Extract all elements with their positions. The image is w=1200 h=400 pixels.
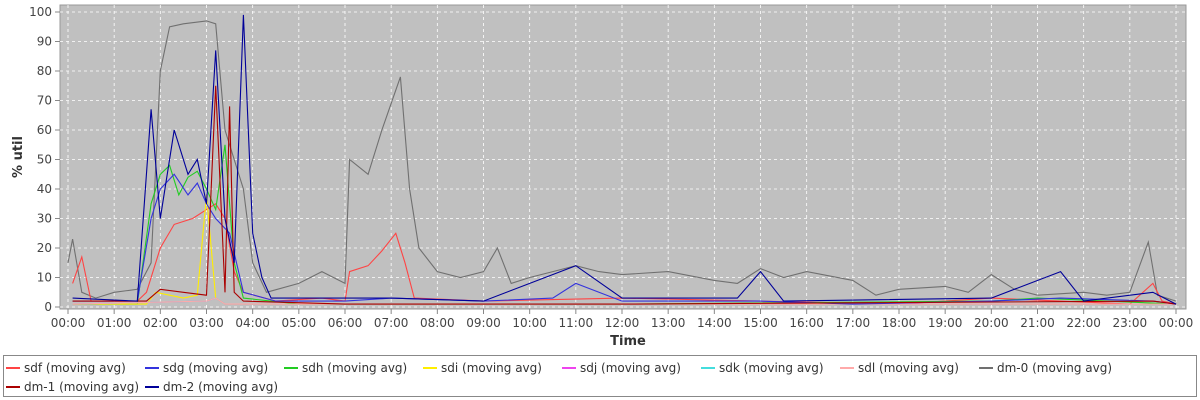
y-tick-label: 0 xyxy=(44,300,52,314)
legend-item: sdj (moving avg) xyxy=(562,358,701,377)
x-tick-label: 04:00 xyxy=(235,316,270,330)
x-tick-label: 01:00 xyxy=(97,316,132,330)
legend-label: sdj (moving avg) xyxy=(580,360,681,375)
legend-swatch xyxy=(423,366,437,369)
y-tick-label: 20 xyxy=(37,241,52,255)
series-line-dm-2 xyxy=(72,14,1177,305)
x-tick-label: 05:00 xyxy=(282,316,317,330)
legend-label: sdg (moving avg) xyxy=(163,360,269,375)
y-axis-label: % util xyxy=(11,136,26,178)
y-tick-label: 100 xyxy=(29,5,52,19)
y-tick-label: 80 xyxy=(37,64,52,78)
legend-swatch xyxy=(145,385,159,388)
x-tick-label: 02:00 xyxy=(143,316,178,330)
legend-label: dm-0 (moving avg) xyxy=(997,360,1113,375)
x-tick-label: 14:00 xyxy=(697,316,732,330)
legend-swatch xyxy=(701,366,715,369)
line-chart: 0 10 20 30 40 50 60 70 80 90 100 00:00 01:00 02:00 03… xyxy=(11,4,1194,349)
x-tick-label: 00:00 xyxy=(51,316,86,330)
x-tick-label: 23:00 xyxy=(1113,316,1148,330)
x-tick-label: 11:00 xyxy=(559,316,594,330)
y-axis-ticks: 0 10 20 30 40 50 60 70 80 90 100 xyxy=(29,5,60,314)
legend-label: sdl (moving avg) xyxy=(858,360,959,375)
legend-swatch xyxy=(145,366,159,369)
x-tick-label: 20:00 xyxy=(974,316,1009,330)
legend-label: dm-1 (moving avg) xyxy=(24,379,140,394)
x-tick-label: 10:00 xyxy=(512,316,547,330)
y-tick-label: 10 xyxy=(37,271,52,285)
y-tick-label: 40 xyxy=(37,182,52,196)
x-tick-label: 08:00 xyxy=(420,316,455,330)
x-tick-label: 06:00 xyxy=(328,316,363,330)
legend-label: sdh (moving avg) xyxy=(302,360,408,375)
x-tick-label: 18:00 xyxy=(882,316,917,330)
x-axis-ticks: 00:00 01:00 02:00 03:00 04:00 05:00 06:00 07:00… xyxy=(51,309,1194,330)
legend-item: dm-0 (moving avg) xyxy=(979,358,1117,377)
legend-label: dm-2 (moving avg) xyxy=(163,379,279,394)
y-tick-label: 70 xyxy=(37,94,52,108)
x-tick-label: 03:00 xyxy=(189,316,224,330)
legend-label: sdi (moving avg) xyxy=(441,360,542,375)
x-tick-label: 19:00 xyxy=(928,316,963,330)
x-tick-label: 16:00 xyxy=(789,316,824,330)
y-tick-label: 50 xyxy=(37,153,52,167)
legend-swatch xyxy=(6,385,20,388)
y-tick-label: 60 xyxy=(37,123,52,137)
legend-swatch xyxy=(979,366,993,369)
legend-item: sdi (moving avg) xyxy=(423,358,562,377)
legend-item: dm-2 (moving avg) xyxy=(145,377,284,396)
legend-item: dm-1 (moving avg) xyxy=(6,377,145,396)
x-tick-label: 17:00 xyxy=(836,316,871,330)
series-line-dm-0 xyxy=(67,20,1177,302)
x-axis-label: Time xyxy=(610,334,646,349)
legend-item: sdl (moving avg) xyxy=(840,358,979,377)
legend-item: sdh (moving avg) xyxy=(284,358,423,377)
x-tick-label: 21:00 xyxy=(1020,316,1055,330)
x-tick-label: 12:00 xyxy=(605,316,640,330)
legend-swatch xyxy=(6,366,20,369)
grid-lines xyxy=(60,5,1186,309)
x-tick-label: 07:00 xyxy=(374,316,409,330)
x-tick-label: 00:00 xyxy=(1159,316,1194,330)
legend-item: sdf (moving avg) xyxy=(6,358,145,377)
x-tick-label: 15:00 xyxy=(743,316,778,330)
legend-swatch xyxy=(562,366,576,369)
series-line-sdg xyxy=(72,173,1177,305)
legend-item: sdg (moving avg) xyxy=(145,358,284,377)
legend-swatch xyxy=(284,366,298,369)
x-tick-label: 09:00 xyxy=(466,316,501,330)
y-tick-label: 30 xyxy=(37,212,52,226)
x-tick-label: 13:00 xyxy=(651,316,686,330)
legend-label: sdf (moving avg) xyxy=(24,360,126,375)
plot-area xyxy=(59,4,1187,310)
legend: sdf (moving avg) sdg (moving avg) sdh (mov… xyxy=(3,355,1197,397)
series-lines xyxy=(67,14,1177,305)
legend-swatch xyxy=(840,366,854,369)
legend-item: sdk (moving avg) xyxy=(701,358,840,377)
legend-label: sdk (moving avg) xyxy=(719,360,824,375)
x-tick-label: 22:00 xyxy=(1066,316,1101,330)
series-line-dm-1 xyxy=(72,85,1177,305)
y-tick-label: 90 xyxy=(37,35,52,49)
